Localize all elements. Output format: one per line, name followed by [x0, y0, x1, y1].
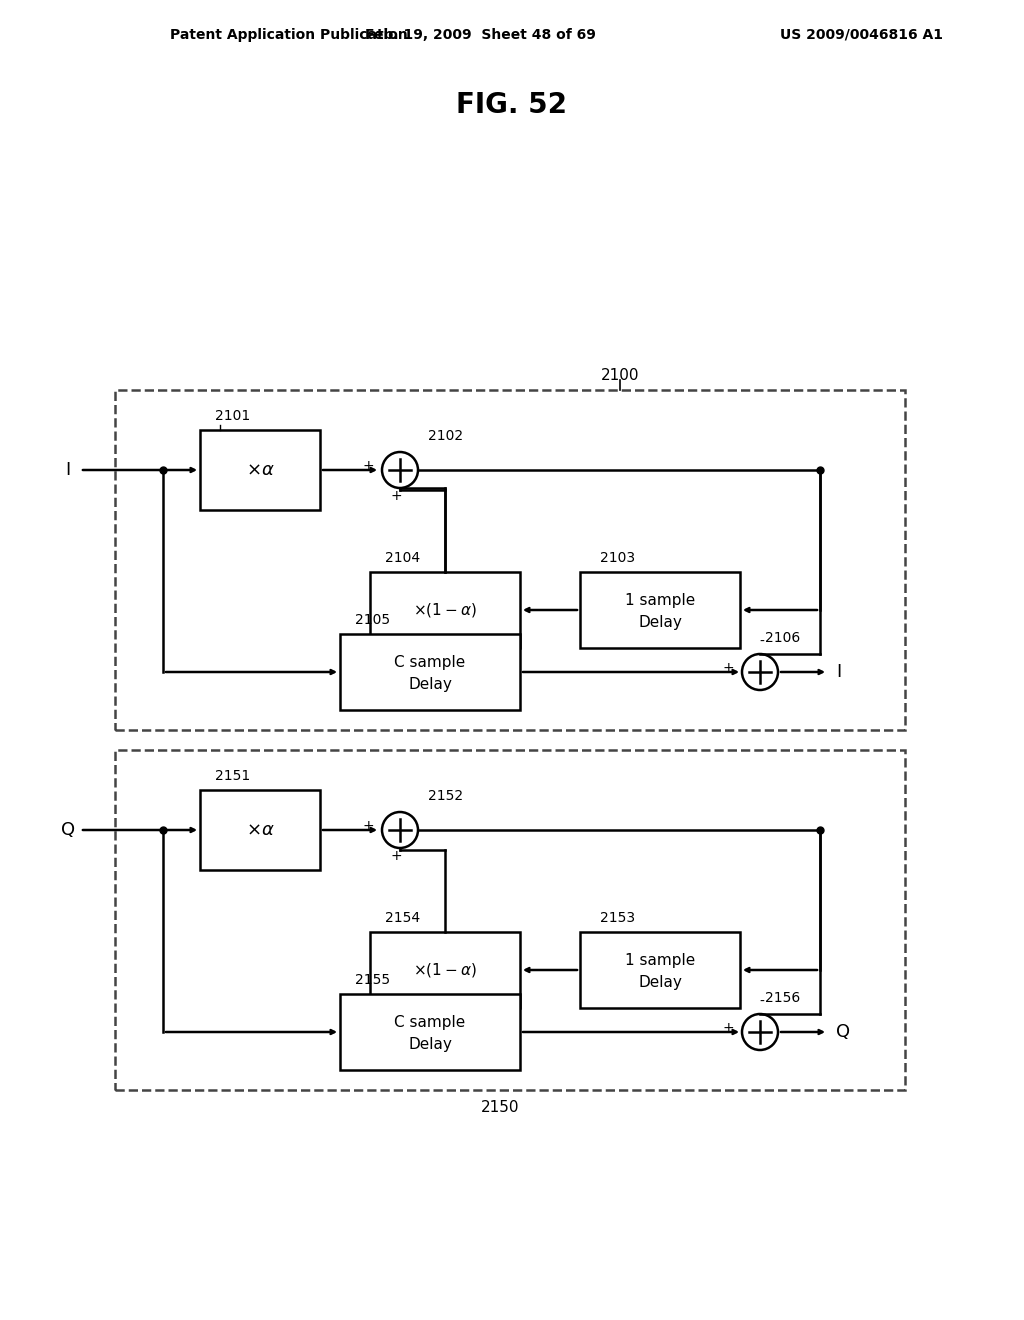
Text: $\times(1-\alpha)$: $\times(1-\alpha)$	[413, 961, 477, 979]
Bar	[370, 572, 520, 648]
Bar	[115, 750, 905, 1090]
Circle shape	[382, 451, 418, 488]
Text: +: +	[722, 661, 734, 675]
Text: Patent Application Publication: Patent Application Publication	[170, 28, 408, 42]
Text: +: +	[390, 488, 401, 503]
Text: +: +	[362, 818, 374, 833]
Text: 2102: 2102	[428, 429, 463, 444]
Text: 2104: 2104	[385, 550, 420, 565]
Bar	[580, 932, 740, 1008]
Text: +: +	[722, 1020, 734, 1035]
Bar	[115, 389, 905, 730]
Text: FIG. 52: FIG. 52	[457, 91, 567, 119]
Text: +: +	[362, 459, 374, 473]
Text: 2151: 2151	[215, 770, 250, 783]
Text: 2103: 2103	[600, 550, 635, 565]
Text: $\times\alpha$: $\times\alpha$	[246, 821, 274, 840]
Text: I: I	[836, 663, 842, 681]
Text: 2156: 2156	[765, 991, 800, 1005]
Text: 1 sample: 1 sample	[625, 593, 695, 607]
Text: I: I	[66, 461, 71, 479]
Text: Q: Q	[836, 1023, 850, 1041]
Text: Delay: Delay	[408, 1036, 452, 1052]
Text: 2153: 2153	[600, 911, 635, 925]
Circle shape	[742, 1014, 778, 1049]
Bar	[370, 932, 520, 1008]
Bar	[340, 994, 520, 1071]
Bar	[580, 572, 740, 648]
Text: 2105: 2105	[355, 612, 390, 627]
Text: 1 sample: 1 sample	[625, 953, 695, 968]
Text: 2100: 2100	[601, 368, 639, 384]
Bar	[200, 789, 319, 870]
Text: US 2009/0046816 A1: US 2009/0046816 A1	[780, 28, 943, 42]
Text: C sample: C sample	[394, 1015, 466, 1030]
Text: 2150: 2150	[480, 1101, 519, 1115]
Text: C sample: C sample	[394, 655, 466, 669]
Text: Q: Q	[61, 821, 75, 840]
Text: $\times(1-\alpha)$: $\times(1-\alpha)$	[413, 601, 477, 619]
Text: 2155: 2155	[355, 973, 390, 987]
Text: Delay: Delay	[638, 974, 682, 990]
Circle shape	[742, 653, 778, 690]
Bar	[200, 430, 319, 510]
Text: -: -	[760, 635, 765, 649]
Bar	[340, 634, 520, 710]
Text: Feb. 19, 2009  Sheet 48 of 69: Feb. 19, 2009 Sheet 48 of 69	[365, 28, 595, 42]
Text: Delay: Delay	[408, 676, 452, 692]
Text: 2106: 2106	[765, 631, 800, 645]
Circle shape	[382, 812, 418, 847]
Text: 2154: 2154	[385, 911, 420, 925]
Text: $\times\alpha$: $\times\alpha$	[246, 461, 274, 479]
Text: Delay: Delay	[638, 615, 682, 630]
Text: 2101: 2101	[215, 409, 250, 422]
Text: -: -	[760, 995, 765, 1008]
Text: +: +	[390, 849, 401, 863]
Text: 2152: 2152	[428, 789, 463, 803]
